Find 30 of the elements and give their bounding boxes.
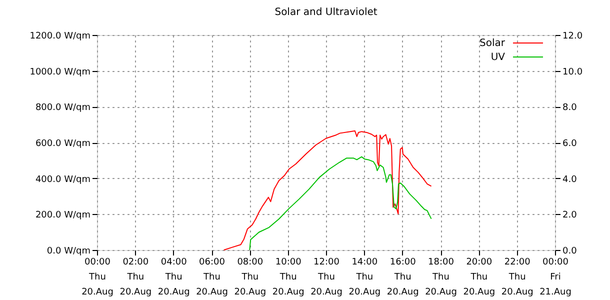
y2-tick-label: 8.0 [562, 103, 578, 114]
x-tick-label: 04:00 Thu 20.Aug [158, 258, 190, 298]
y-tick-label: 800.0 W/qm [35, 103, 90, 114]
legend-label: UV [490, 52, 506, 63]
x-tick-label: 06:00 Thu 20.Aug [196, 258, 228, 298]
y2-tick-label: 12.0 [562, 32, 583, 42]
y2-tick-label: 10.0 [562, 67, 583, 78]
x-tick-label: 16:00 Thu 20.Aug [386, 258, 419, 298]
y-tick-label: 600.0 W/qm [35, 139, 90, 149]
y-tick-label: 1200.0 W/qm [30, 32, 90, 42]
chart-title: Solar and Ultraviolet [274, 7, 378, 18]
y-tick-label: 400.0 W/qm [35, 174, 90, 185]
x-tick-label: 00:00 Fri 21.Aug [540, 258, 572, 298]
x-tick-label: 00:00 Thu 20.Aug [82, 258, 114, 298]
x-tick-label: 20:00 Thu 20.Aug [463, 258, 496, 298]
x-tick-label: 18:00 Thu 20.Aug [425, 258, 457, 298]
y-tick-label: 1000.0 W/qm [30, 67, 90, 78]
x-tick-label: 22:00 Thu 20.Aug [501, 258, 534, 298]
y-tick-label: 200.0 W/qm [35, 210, 90, 221]
y2-tick-label: 6.0 [562, 139, 578, 149]
y-tick-label: 0.0 W/qm [46, 246, 90, 256]
x-tick-label: 08:00 Thu 20.Aug [234, 258, 266, 298]
x-tick-label: 12:00 Thu 20.Aug [310, 258, 342, 298]
y2-tick-label: 2.0 [562, 210, 578, 221]
x-tick-label: 02:00 Thu 20.Aug [120, 258, 152, 298]
x-tick-label: 14:00 Thu 20.Aug [348, 258, 381, 298]
x-tick-label: 10:00 Thu 20.Aug [272, 258, 304, 298]
y2-tick-label: 4.0 [562, 174, 578, 185]
y2-tick-label: 0.0 [562, 246, 578, 256]
legend-label: Solar [480, 38, 506, 49]
